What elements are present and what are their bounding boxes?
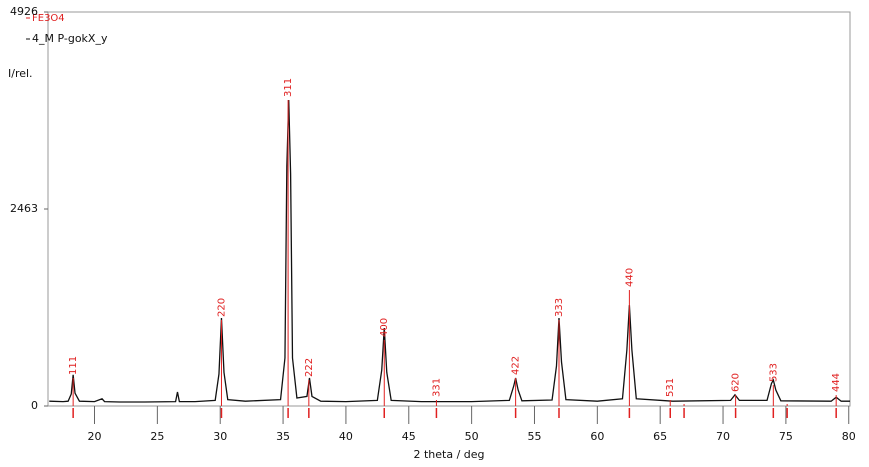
x-tick-label: 30	[213, 430, 227, 443]
x-tick-label: 40	[339, 430, 353, 443]
hkl-label: 422	[511, 356, 522, 375]
hkl-label: 111	[68, 356, 79, 375]
x-tick-label: 20	[88, 430, 102, 443]
x-tick-label: 35	[276, 430, 290, 443]
legend: 4_M P-gokX_y FE3O4	[26, 13, 108, 45]
y-axis-label: I/rel.	[8, 67, 33, 80]
x-tick-label: 80	[842, 430, 856, 443]
measured-line	[49, 99, 850, 403]
hkl-label: 220	[216, 298, 227, 317]
hkl-label: 444	[831, 373, 842, 392]
hkl-label: 533	[768, 363, 779, 382]
x-tick-label: 70	[716, 430, 730, 443]
hkl-label: 333	[554, 298, 565, 317]
x-tick-label: 60	[590, 430, 604, 443]
y-tick-label: 2463	[10, 202, 38, 215]
x-tick-label: 50	[465, 430, 479, 443]
x-tick-label: 75	[779, 430, 793, 443]
y-tick-label: 4926	[10, 5, 38, 18]
hkl-label: 222	[304, 358, 315, 377]
legend-label: FE3O4	[32, 13, 65, 24]
hkl-label: 311	[283, 78, 294, 97]
y-tick-label: 0	[31, 399, 38, 412]
hkl-label: 620	[731, 373, 742, 392]
x-tick-label: 65	[653, 430, 667, 443]
hkl-label: 331	[431, 378, 442, 397]
hkl-label: 440	[624, 268, 635, 287]
x-tick-label: 55	[527, 430, 541, 443]
x-tick-label: 45	[402, 430, 416, 443]
x-axis-label: 2 theta / deg	[413, 448, 484, 461]
hkl-label: 400	[379, 318, 390, 337]
x-tick-label: 25	[150, 430, 164, 443]
legend-label: 4_M P-gokX_y	[32, 32, 108, 45]
hkl-label: 531	[665, 378, 676, 397]
